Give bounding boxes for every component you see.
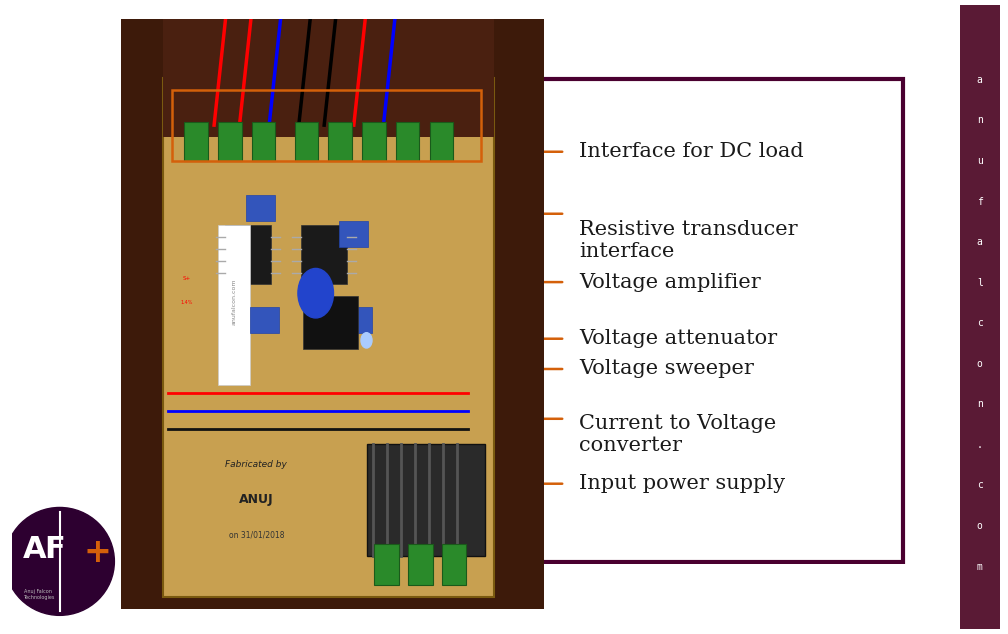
FancyBboxPatch shape [343,307,372,333]
Text: +: + [84,536,112,569]
FancyBboxPatch shape [408,544,432,585]
Text: A: A [23,535,46,564]
Text: Voltage attenuator: Voltage attenuator [579,329,777,348]
Text: Voltage amplifier: Voltage amplifier [579,273,761,292]
Text: o: o [977,521,983,531]
Text: m: m [977,562,983,571]
Text: Interface for DC load: Interface for DC load [579,142,803,161]
FancyBboxPatch shape [374,544,399,585]
Text: Resistive transducer
interface: Resistive transducer interface [579,220,797,261]
Text: c: c [977,318,983,328]
Circle shape [5,507,114,616]
FancyBboxPatch shape [184,122,208,160]
Circle shape [361,333,372,348]
Text: F: F [44,535,66,564]
Text: Input power supply: Input power supply [579,474,785,493]
FancyBboxPatch shape [367,444,485,555]
Text: Voltage sweeper: Voltage sweeper [579,359,754,378]
FancyBboxPatch shape [163,78,494,597]
FancyBboxPatch shape [430,122,454,160]
FancyBboxPatch shape [396,122,419,160]
FancyBboxPatch shape [246,195,274,221]
Text: Fabricated by: Fabricated by [226,460,287,469]
FancyBboxPatch shape [329,122,352,160]
Text: anufalcon.com: anufalcon.com [232,279,237,325]
Text: o: o [977,359,983,369]
Text: Current to Voltage
converter: Current to Voltage converter [579,414,776,455]
Text: 1.4%: 1.4% [180,299,193,304]
Text: f: f [977,197,983,207]
FancyBboxPatch shape [960,5,1000,629]
FancyBboxPatch shape [225,226,271,285]
FancyBboxPatch shape [219,122,242,160]
FancyBboxPatch shape [339,221,368,247]
Text: n: n [977,115,983,126]
FancyBboxPatch shape [163,19,494,137]
FancyBboxPatch shape [301,226,348,285]
Text: .: . [977,440,983,450]
Text: u: u [977,156,983,166]
FancyBboxPatch shape [362,122,385,160]
Text: c: c [977,481,983,491]
FancyBboxPatch shape [121,19,544,609]
Text: a: a [977,75,983,85]
FancyBboxPatch shape [219,225,250,385]
FancyBboxPatch shape [303,296,358,349]
Text: S+: S+ [182,276,191,281]
FancyBboxPatch shape [294,122,318,160]
Text: Anuj Falcon
Technologies: Anuj Falcon Technologies [22,589,54,600]
Text: a: a [977,237,983,247]
FancyBboxPatch shape [250,307,279,333]
Text: ANUJ: ANUJ [239,493,274,506]
Circle shape [298,268,334,318]
Text: n: n [977,399,983,410]
FancyBboxPatch shape [442,544,467,585]
Text: on 31/01/2018: on 31/01/2018 [229,531,284,540]
FancyBboxPatch shape [252,122,275,160]
Text: l: l [977,278,983,288]
